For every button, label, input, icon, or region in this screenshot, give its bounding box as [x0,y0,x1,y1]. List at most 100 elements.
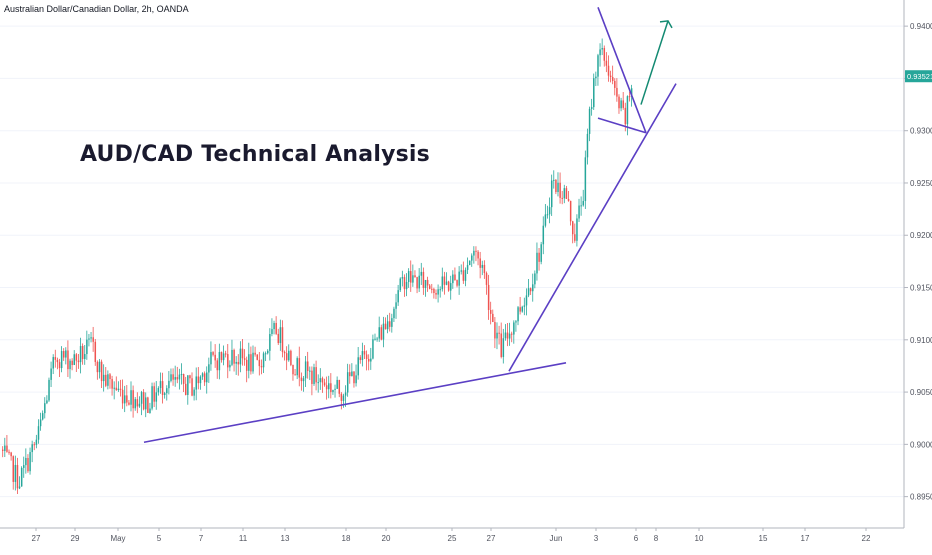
candle-body [346,372,349,393]
candle-body [479,258,481,268]
candle-body [494,322,496,339]
candle-body [546,214,549,216]
candle-body [102,374,105,382]
annotation-layer [143,7,677,444]
candle-body [309,370,311,372]
candle-body [237,361,240,365]
candle-body [313,367,315,384]
candle-body [555,179,557,193]
candle-body [62,351,65,358]
candle-body [14,464,17,482]
candle-body [563,188,566,199]
candle-body [517,307,519,322]
candle-body [382,323,385,340]
candle-body [302,378,305,382]
candle-body [328,383,330,390]
candle-body [492,313,494,323]
candle-body [201,373,204,377]
candle-body [477,251,479,259]
candle-body [367,358,370,362]
candle-body [527,288,530,296]
candle-body [227,354,229,368]
candle-body [90,337,92,339]
candle-body [441,276,444,290]
candle-body [431,288,433,290]
candle-body [300,377,303,382]
candle-body [111,379,113,389]
candle-body [29,452,31,472]
candle-body [180,374,183,376]
candle-body [599,49,601,56]
candle-body [285,353,288,361]
candle-body [77,360,80,363]
candle-body [279,327,282,344]
candle-body [574,234,576,241]
time-tick-label: 5 [157,534,162,543]
candle-body [418,275,420,289]
candle-body [262,353,265,368]
candle-body [277,333,280,344]
candle-body [189,375,191,379]
candle-body [525,295,528,306]
candle-body [334,388,336,390]
candle-body [75,354,78,361]
candle-body [607,65,610,76]
candle-body [443,276,446,285]
candle-body [182,374,185,384]
candle-body [60,351,63,369]
candle-body [163,393,166,395]
candle-body [275,322,277,334]
chart-headline: AUD/CAD Technical Analysis [80,142,430,167]
candle-body [35,439,38,445]
candle-body [294,374,296,376]
candle-body [435,293,437,295]
candle-body [218,352,221,371]
candle-body [260,366,263,368]
last-price-label: 0.93521 [907,72,932,81]
candle-body [567,199,570,201]
price-tick-label: 0.94000 [910,22,932,31]
breakout-arrow-head [659,20,673,29]
candle-body [395,302,397,309]
candle-body [376,338,378,340]
candle-body [96,361,99,373]
candle-body [473,250,475,256]
candle-body [357,357,359,376]
candle-body [41,413,44,420]
candle-body [311,370,313,384]
candle-body [105,374,107,386]
candle-body [233,349,235,364]
candle-body [521,306,524,312]
candle-body [391,318,393,327]
candle-body [166,388,168,394]
candle-body [386,321,389,330]
candle-body [184,383,187,395]
candle-body [107,374,109,386]
price-tick-label: 0.92000 [910,231,932,240]
candle-body [222,353,225,361]
candle-body [273,322,275,330]
candle-body [10,452,12,457]
candle-body [48,379,50,401]
time-tick-label: 10 [695,534,704,543]
candle-body [191,378,193,396]
candle-body [420,271,423,276]
candle-body [149,408,151,413]
support-trendline [143,362,567,444]
time-tick-label: 18 [342,534,351,543]
candle-body [401,277,404,279]
candle-body [235,361,237,364]
candle-body [414,275,416,278]
candle-body [481,264,484,268]
candle-body [344,392,347,396]
candle-body [245,359,248,371]
candle-body [187,375,189,395]
candle-body [256,354,259,360]
candle-body [595,76,597,79]
candle-body [410,271,412,283]
candle-body [271,329,273,335]
candle-body [424,279,427,288]
axis-layer: 0.940000.935000.930000.925000.920000.915… [0,0,932,543]
